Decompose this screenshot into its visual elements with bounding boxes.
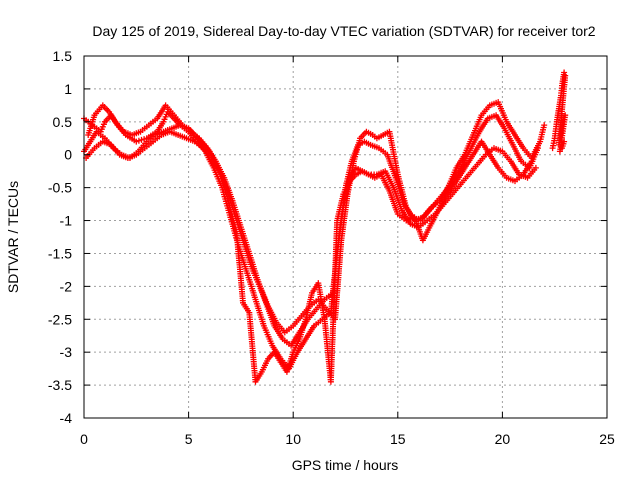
data-points bbox=[81, 69, 569, 385]
y-tick-label: -3.5 bbox=[48, 377, 72, 393]
axis-ticks: -4 -3.5 -3 -2.5 -2 -1.5 -1 -0.5 0 0.5 1 1.5 0 5 10 15 20… bbox=[48, 48, 615, 447]
x-tick-label: 20 bbox=[495, 431, 511, 447]
data-point bbox=[541, 122, 548, 129]
chart-title: Day 125 of 2019, Sidereal Day-to-day VTE… bbox=[92, 23, 595, 39]
data-point bbox=[535, 145, 541, 152]
x-tick-label: 5 bbox=[185, 431, 193, 447]
y-tick-label: 1 bbox=[64, 81, 72, 97]
x-tick-label: 10 bbox=[285, 431, 301, 447]
y-tick-label: -1 bbox=[60, 213, 73, 229]
y-tick-label: -2.5 bbox=[48, 311, 72, 327]
y-tick-label: -2 bbox=[60, 278, 73, 294]
y-tick-label: 0.5 bbox=[53, 114, 73, 130]
y-tick-label: -1.5 bbox=[48, 245, 72, 261]
plot-frame bbox=[83, 55, 608, 419]
data-point bbox=[556, 148, 563, 155]
x-tick-label: 0 bbox=[80, 431, 88, 447]
data-point bbox=[528, 158, 535, 165]
y-tick-label: 1.5 bbox=[53, 48, 73, 64]
series-track-4 bbox=[83, 128, 535, 385]
x-tick-label: 25 bbox=[599, 431, 615, 447]
x-axis-label: GPS time / hours bbox=[292, 457, 399, 473]
x-tick-label: 15 bbox=[390, 431, 406, 447]
y-tick-label: -4 bbox=[60, 410, 73, 426]
y-axis-label: SDTVAR / TECUs bbox=[5, 181, 21, 293]
y-tick-label: 0 bbox=[64, 147, 72, 163]
y-tick-label: -3 bbox=[60, 344, 73, 360]
data-point bbox=[561, 138, 568, 145]
data-point bbox=[532, 164, 539, 171]
series-track-end bbox=[549, 69, 569, 155]
data-point bbox=[561, 69, 568, 76]
y-tick-label: -0.5 bbox=[48, 180, 72, 196]
